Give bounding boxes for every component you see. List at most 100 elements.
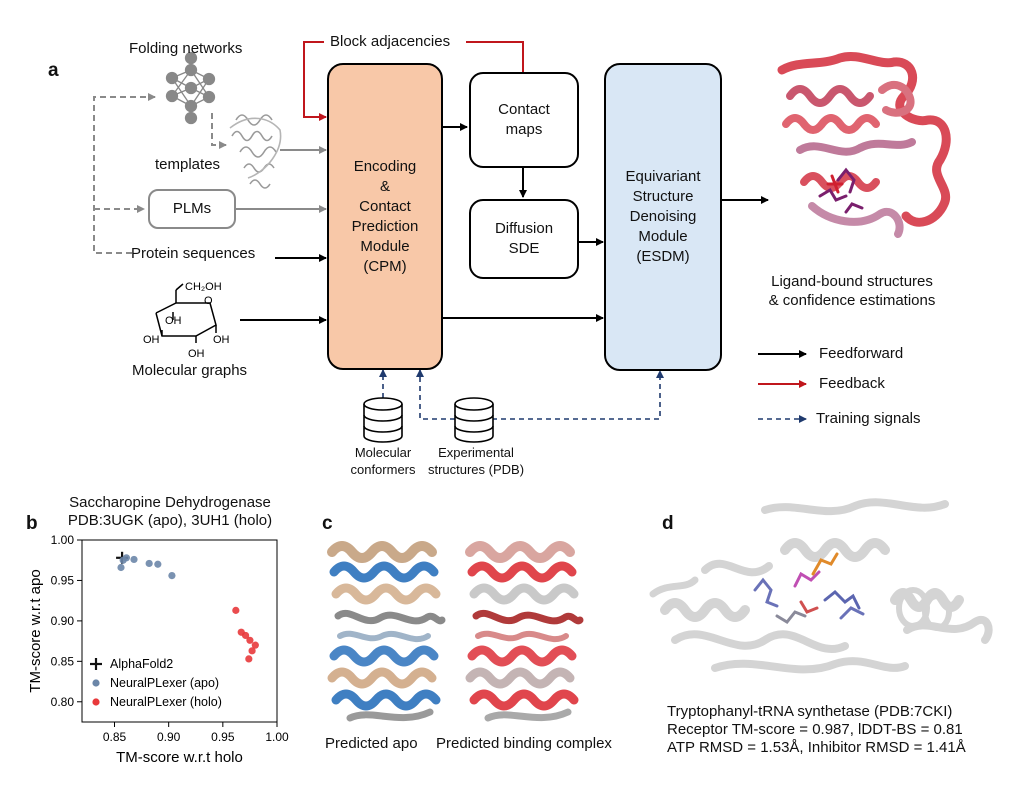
diagram-legend-arrows xyxy=(758,350,807,423)
plot-frame xyxy=(81,539,278,723)
panel-d-letter: d xyxy=(662,513,674,534)
scatter-point xyxy=(248,647,256,655)
legend-label: AlphaFold2 xyxy=(110,657,173,671)
tryptophanyl-trna-synthetase-image xyxy=(649,498,993,674)
panel-d-caption-line-2: Receptor TM-score = 0.987, lDDT-BS = 0.8… xyxy=(667,721,963,738)
protein-sequences-label: Protein sequences xyxy=(131,245,256,262)
panel-d-caption-line-3: ATP RMSD = 1.53Å, Inhibitor RMSD = 1.41Å xyxy=(667,739,966,756)
esdm-box: Equivariant Structure Denoising Module (… xyxy=(604,63,722,371)
glucose-ch2oh-label: CH₂OH xyxy=(185,281,222,293)
diffusion-sde-box: Diffusion SDE xyxy=(469,199,579,279)
legend-marker xyxy=(92,698,100,706)
esdm-line-5: (ESDM) xyxy=(636,248,690,265)
experimental-line-1: Experimental xyxy=(438,445,514,460)
experimental-structures-label: Experimental structures (PDB) xyxy=(420,444,532,478)
scatter-point xyxy=(117,563,125,572)
glucose-oh-label-3: OH xyxy=(213,334,230,346)
panel-d-caption-line-1: Tryptophanyl-tRNA synthetase (PDB:7CKI) xyxy=(667,703,953,720)
panel-a-diagram: CH₂OH O OH OH OH OH xyxy=(93,41,951,443)
contact-maps-box: Contact maps xyxy=(469,72,579,168)
scatter-point xyxy=(145,559,153,568)
scatter-legend: AlphaFold2 NeuralPLexer (apo) NeuralPLexer… xyxy=(90,657,222,709)
experimental-line-2: structures (PDB) xyxy=(427,462,525,477)
predicted-apo-label: Predicted apo xyxy=(325,735,418,752)
template-protein-icon xyxy=(229,114,282,189)
glucose-oh-label-1: OH xyxy=(165,315,182,327)
legend-marker xyxy=(92,679,100,687)
contact-maps-line-1: Contact xyxy=(498,101,550,118)
panel-a-letter: a xyxy=(48,60,59,81)
legend-label: NeuralPLexer (holo) xyxy=(110,695,222,709)
predicted-apo-structure-image xyxy=(327,541,446,722)
block-adjacencies-label: Block adjacencies xyxy=(330,33,451,50)
output-line-1: Ligand-bound structures xyxy=(771,273,933,290)
glucose-oh-label-4: OH xyxy=(188,348,205,360)
conformers-line-1: Molecular xyxy=(354,445,412,460)
panel-c-images xyxy=(327,541,584,722)
panel-b-title-line-2: PDB:3UGK (apo), 3UH1 (holo) xyxy=(67,512,273,529)
cpm-box: Encoding & Contact Prediction Module (CP… xyxy=(327,63,443,370)
x-axis-label: TM-score w.r.t holo xyxy=(116,749,243,766)
panel-b-letter: b xyxy=(26,513,38,534)
scatter-point xyxy=(130,555,138,564)
glucose-oh-label-2: OH xyxy=(143,334,160,346)
data-points xyxy=(116,551,259,663)
y-tick-label: 0.80 xyxy=(51,695,75,709)
cpm-line-3: Contact xyxy=(359,197,411,215)
panel-b-title-line-1: Saccharopine Dehydrogenase xyxy=(69,494,271,511)
panel-d-caption: Tryptophanyl-tRNA synthetase (PDB:7CKI) … xyxy=(667,703,966,757)
legend-label: NeuralPLexer (apo) xyxy=(110,676,219,690)
x-ticks: 0.85 0.90 0.95 1.00 xyxy=(103,722,289,744)
contact-maps-line-2: maps xyxy=(505,121,543,138)
y-axis-label: TM-score w.r.t apo xyxy=(27,569,44,692)
ligand-bound-protein-image xyxy=(777,52,951,238)
cpm-line-1: Encoding xyxy=(353,157,417,175)
esdm-line-3: Denoising xyxy=(629,208,697,225)
y-ticks: 0.80 0.85 0.90 0.95 1.00 xyxy=(51,533,82,709)
scatter-point xyxy=(245,655,253,663)
scatter-point xyxy=(122,554,131,562)
scatter-point xyxy=(241,631,250,640)
scatter-point xyxy=(246,636,254,644)
glucose-structure-icon xyxy=(155,283,217,343)
scatter-point xyxy=(154,560,162,568)
cpm-line-5: Module xyxy=(360,237,410,255)
panel-c-letter: c xyxy=(322,513,333,534)
database-icon-conformers xyxy=(363,397,403,443)
scatter-point xyxy=(232,606,240,614)
conformers-line-2: conformers xyxy=(350,462,416,477)
esdm-line-2: Structure xyxy=(632,188,694,205)
cpm-line-6: (CPM) xyxy=(363,257,407,275)
y-tick-label: 0.85 xyxy=(51,654,75,668)
y-tick-label: 0.95 xyxy=(51,573,75,587)
folding-networks-label: Folding networks xyxy=(129,40,243,57)
predicted-complex-structure-image xyxy=(465,541,584,722)
legend-feedback-label: Feedback xyxy=(819,375,885,392)
panel-b-title: Saccharopine Dehydrogenase PDB:3UGK (apo… xyxy=(40,494,300,530)
esdm-line-4: Module xyxy=(638,228,688,245)
output-line-2: & confidence estimations xyxy=(768,292,936,309)
scatter-point xyxy=(168,571,176,580)
plms-label: PLMs xyxy=(172,200,212,217)
scatter-point xyxy=(251,641,259,649)
molecular-conformers-label: Molecular conformers xyxy=(337,444,429,478)
cpm-line-2: & xyxy=(379,177,390,195)
predicted-complex-label: Predicted binding complex xyxy=(436,735,612,752)
y-tick-label: 0.90 xyxy=(51,614,75,628)
neural-network-icon xyxy=(165,51,216,125)
esdm-line-1: Equivariant xyxy=(625,168,701,185)
cpm-line-4: Prediction xyxy=(351,217,419,235)
x-tick-label: 1.00 xyxy=(265,730,289,744)
x-tick-label: 0.85 xyxy=(103,730,127,744)
x-tick-label: 0.90 xyxy=(157,730,181,744)
legend-training-label: Training signals xyxy=(816,410,921,427)
y-tick-label: 1.00 xyxy=(51,533,75,547)
molecular-graphs-label: Molecular graphs xyxy=(132,362,248,379)
database-icon-pdb xyxy=(454,397,494,443)
templates-label: templates xyxy=(155,156,221,173)
diffusion-line-1: Diffusion xyxy=(494,220,554,237)
glucose-ring-o-label: O xyxy=(204,295,213,307)
diffusion-line-2: SDE xyxy=(508,240,540,257)
legend-feedforward-label: Feedforward xyxy=(819,345,904,362)
plms-box: PLMs xyxy=(148,189,236,229)
